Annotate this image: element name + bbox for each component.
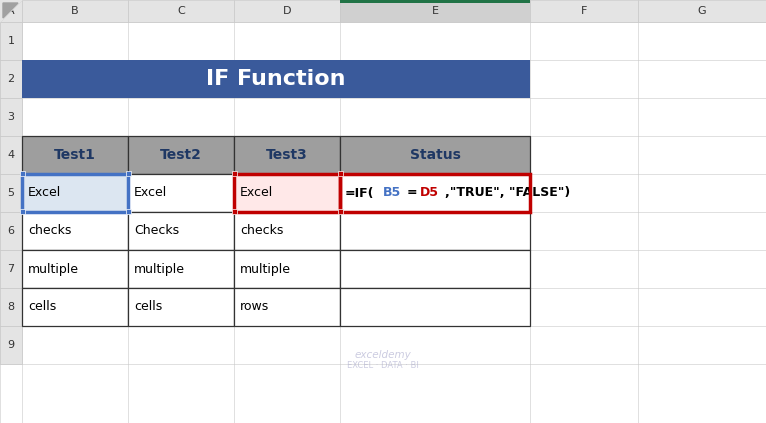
Text: 1: 1 <box>8 36 15 46</box>
Text: 6: 6 <box>8 226 15 236</box>
Bar <box>0 22 22 60</box>
Text: =: = <box>407 187 417 200</box>
Bar <box>22 250 128 288</box>
Bar <box>340 0 530 22</box>
Text: 7: 7 <box>8 264 15 274</box>
Bar <box>530 0 638 22</box>
Text: Checks: Checks <box>134 225 179 237</box>
Text: checks: checks <box>240 225 283 237</box>
Bar <box>128 0 234 22</box>
Text: E: E <box>431 6 438 16</box>
Text: 5: 5 <box>8 188 15 198</box>
Bar <box>126 171 130 176</box>
Text: Test2: Test2 <box>160 148 202 162</box>
Bar <box>22 60 530 98</box>
Bar <box>234 136 340 174</box>
Text: Status: Status <box>410 148 460 162</box>
Text: A: A <box>7 6 15 16</box>
Bar <box>0 250 22 288</box>
Text: D5: D5 <box>421 187 440 200</box>
Bar <box>22 174 128 212</box>
Bar <box>340 288 530 326</box>
Text: ,"TRUE", "FALSE"): ,"TRUE", "FALSE") <box>445 187 570 200</box>
Bar <box>340 0 530 3</box>
Bar <box>0 326 22 364</box>
Bar <box>0 288 22 326</box>
Text: D: D <box>283 6 291 16</box>
Bar <box>231 171 237 176</box>
Polygon shape <box>3 3 18 18</box>
Text: 3: 3 <box>8 112 15 122</box>
Bar <box>338 171 342 176</box>
Bar <box>234 250 340 288</box>
Bar <box>340 250 530 288</box>
Text: 8: 8 <box>8 302 15 312</box>
Bar <box>340 174 530 212</box>
Bar <box>638 0 766 22</box>
Bar <box>0 0 22 22</box>
Bar <box>0 60 22 98</box>
Bar <box>22 0 128 22</box>
Text: rows: rows <box>240 300 270 313</box>
Text: IF Function: IF Function <box>206 69 345 89</box>
Text: 4: 4 <box>8 150 15 160</box>
Bar <box>0 98 22 136</box>
Bar <box>126 209 130 214</box>
Bar <box>340 174 530 212</box>
Text: exceldemy: exceldemy <box>355 350 411 360</box>
Text: 9: 9 <box>8 340 15 350</box>
Text: Excel: Excel <box>240 187 273 200</box>
Text: B: B <box>71 6 79 16</box>
Text: multiple: multiple <box>134 263 185 275</box>
Text: Test3: Test3 <box>266 148 308 162</box>
Bar <box>19 209 25 214</box>
Text: Test1: Test1 <box>54 148 96 162</box>
Text: Excel: Excel <box>28 187 61 200</box>
Text: C: C <box>177 6 185 16</box>
Bar <box>0 136 22 174</box>
Bar <box>231 209 237 214</box>
Text: cells: cells <box>134 300 162 313</box>
Text: F: F <box>581 6 588 16</box>
Bar <box>128 212 234 250</box>
Text: G: G <box>698 6 706 16</box>
Polygon shape <box>0 0 22 22</box>
Bar <box>22 212 128 250</box>
Bar <box>22 174 128 212</box>
Bar <box>234 288 340 326</box>
Text: cells: cells <box>28 300 56 313</box>
Text: Excel: Excel <box>134 187 167 200</box>
Bar <box>234 0 340 22</box>
Bar <box>340 212 530 250</box>
Bar <box>128 174 234 212</box>
Polygon shape <box>0 0 22 22</box>
Bar <box>22 136 128 174</box>
Bar <box>0 212 22 250</box>
Bar <box>128 288 234 326</box>
Bar <box>234 174 340 212</box>
Text: EXCEL · DATA · BI: EXCEL · DATA · BI <box>347 362 419 371</box>
Text: B5: B5 <box>383 187 401 200</box>
Bar <box>340 136 530 174</box>
Bar <box>128 136 234 174</box>
Text: checks: checks <box>28 225 71 237</box>
Bar <box>234 174 340 212</box>
Bar <box>234 212 340 250</box>
Text: multiple: multiple <box>240 263 291 275</box>
Bar <box>338 209 342 214</box>
Bar <box>19 171 25 176</box>
Text: =IF(: =IF( <box>345 187 375 200</box>
Text: multiple: multiple <box>28 263 79 275</box>
Bar <box>128 250 234 288</box>
Text: 2: 2 <box>8 74 15 84</box>
Bar <box>0 174 22 212</box>
Bar <box>22 288 128 326</box>
